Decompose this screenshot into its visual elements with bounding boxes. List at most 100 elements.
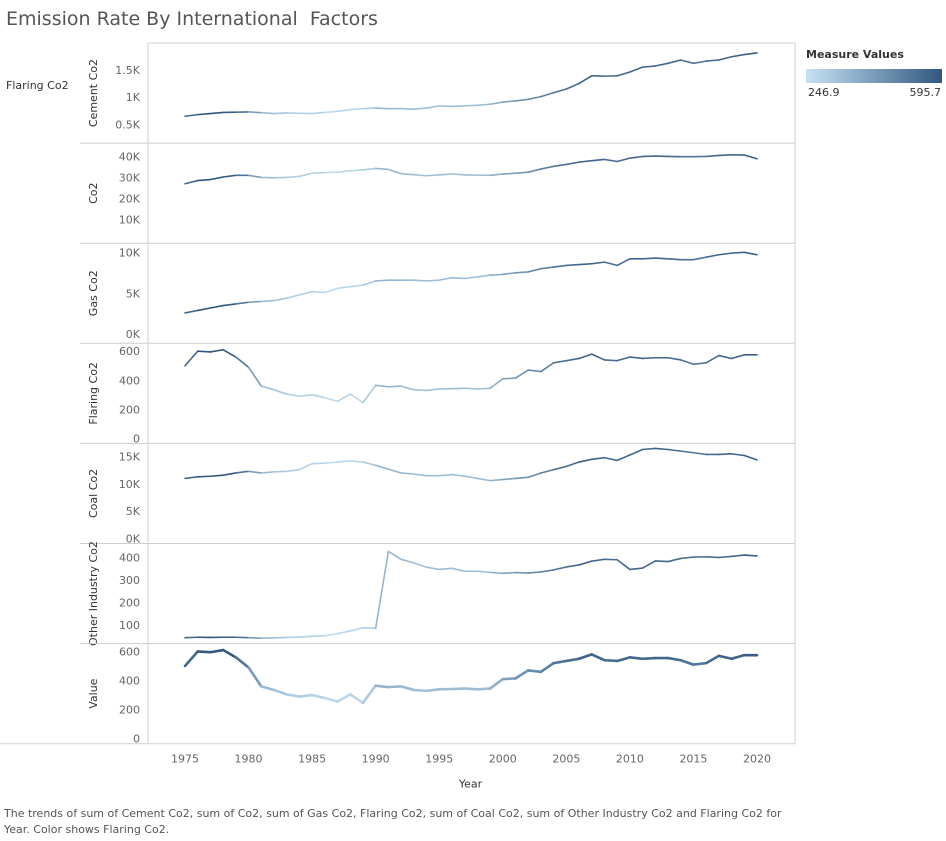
series-segment [718, 252, 733, 256]
series-segment [705, 59, 720, 62]
series-segment [336, 393, 352, 403]
series-segment [463, 276, 479, 280]
series-segment [196, 475, 212, 478]
series-segment [476, 387, 491, 390]
y-axis-title: Coal Co2 [87, 469, 100, 518]
series-segment [718, 453, 733, 456]
series-segment [718, 354, 733, 360]
series-segment [679, 59, 695, 65]
series-segment [310, 693, 327, 700]
series-segment [362, 384, 377, 404]
series-segment [565, 161, 580, 166]
series-segment [184, 309, 199, 314]
series-segment [349, 169, 364, 172]
series-segment [247, 666, 263, 688]
series-segment [540, 91, 555, 98]
series-segment [616, 258, 631, 267]
series-segment [209, 348, 224, 353]
series-segment [578, 560, 593, 566]
series-segment [285, 468, 301, 473]
y-tick-label: 0K [126, 533, 141, 546]
y-axis-title: Co2 [87, 182, 100, 203]
series-segment [718, 55, 733, 61]
series-segment [209, 474, 224, 478]
series-segment [514, 271, 530, 274]
series-segment [629, 448, 644, 456]
series-segment [743, 154, 758, 160]
series-segment [540, 468, 555, 474]
series-segment [361, 684, 377, 705]
series-segment [298, 394, 313, 398]
series-segment [196, 307, 212, 312]
series-segment [565, 461, 580, 468]
legend-min-label: 246.9 [808, 86, 840, 99]
y-tick-label: 100 [119, 619, 140, 632]
y-tick-label: 200 [119, 597, 140, 610]
y-tick-label: 400 [119, 675, 140, 688]
y-tick-label: 400 [119, 374, 140, 387]
series-segment [399, 685, 416, 692]
series-segment [451, 473, 466, 478]
x-tick-label: 1980 [235, 753, 263, 766]
series-segment [260, 471, 275, 474]
series-segment [349, 107, 364, 111]
series-segment [196, 350, 212, 353]
series-segment [285, 175, 301, 179]
series-segment [184, 179, 199, 185]
series-segment [336, 169, 352, 173]
series-segment [629, 155, 644, 159]
y-tick-label: 30K [119, 171, 141, 184]
series-segment [692, 661, 708, 666]
series-segment [552, 88, 568, 94]
y-tick-label: 40K [119, 150, 141, 163]
series-segment [501, 271, 517, 276]
series-segment [438, 105, 453, 108]
series-segment [425, 174, 441, 177]
y-tick-label: 600 [119, 345, 140, 358]
series-segment [666, 656, 683, 662]
series-segment [476, 687, 492, 691]
series-segment [463, 475, 479, 480]
series-segment [514, 171, 530, 175]
series-segment [540, 165, 555, 170]
series-segment [501, 571, 517, 575]
series-segment [235, 356, 250, 368]
y-axis-title: Gas Co2 [87, 270, 100, 316]
series-segment [654, 62, 669, 67]
series-segment [603, 359, 618, 362]
series-segment [324, 461, 339, 464]
series-segment [349, 460, 364, 463]
series-segment [400, 558, 415, 564]
y-tick-label: 0 [133, 733, 140, 746]
series-segment [311, 171, 326, 175]
series-segment [590, 353, 606, 361]
series-segment [374, 550, 390, 630]
series-segment [679, 658, 695, 666]
series-segment [489, 378, 504, 390]
series-segment [578, 353, 593, 360]
series-segment [247, 300, 263, 304]
series-segment [730, 554, 746, 558]
series-segment [235, 301, 250, 305]
series-segment [438, 276, 453, 281]
x-tick-label: 2020 [743, 753, 771, 766]
series-segment [260, 111, 275, 115]
y-tick-label: 10K [119, 213, 141, 226]
series-segment [247, 174, 263, 179]
series-segment [362, 461, 377, 467]
series-segment [476, 477, 491, 482]
series-segment [692, 60, 707, 65]
series-segment [285, 393, 301, 398]
series-segment [235, 470, 250, 474]
series-segment [629, 356, 644, 360]
series-segment [298, 172, 313, 178]
chart-svg: Cement Co2 Flaring Co2 0.5K 1K 1.5K Co2 10K 20K… [0, 42, 796, 791]
series-segment [577, 653, 594, 661]
x-tick-label: 2005 [552, 753, 580, 766]
series-segment [476, 103, 491, 107]
series-segment [628, 656, 644, 661]
x-tick-label: 2010 [616, 753, 644, 766]
series-segment [285, 693, 301, 698]
color-legend: Measure Values 246.9 595.7 [806, 48, 944, 99]
series-segment [311, 394, 326, 399]
